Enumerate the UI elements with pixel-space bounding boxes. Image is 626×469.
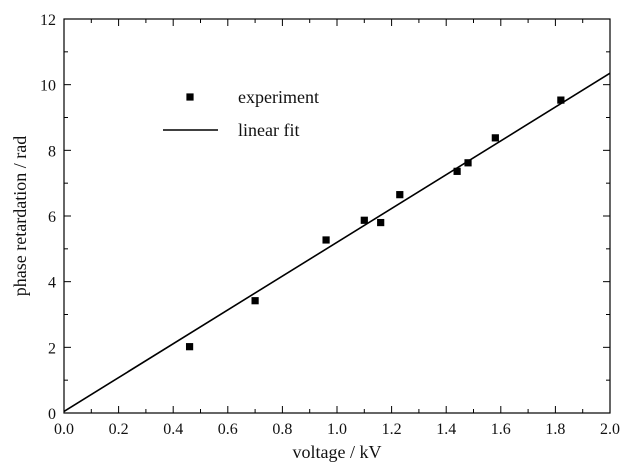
y-tick-label: 6 — [48, 209, 56, 226]
experiment-point — [360, 216, 368, 224]
plot-series — [63, 72, 611, 413]
x-tick-label: 1.4 — [436, 421, 456, 438]
x-tick-label: 1.0 — [327, 421, 347, 438]
x-tick-label: 0.6 — [218, 421, 238, 438]
x-tick-label: 0.2 — [109, 421, 129, 438]
linear-fit-line — [63, 72, 611, 413]
x-tick-label: 0.4 — [163, 421, 183, 438]
legend: experiment linear fit — [163, 87, 319, 140]
x-tick-label: 1.6 — [491, 421, 511, 438]
x-tick-label: 0.8 — [272, 421, 292, 438]
y-tick-label: 0 — [48, 406, 56, 423]
experiment-point — [251, 297, 259, 305]
axes — [63, 18, 611, 414]
x-tick-label: 0.0 — [54, 421, 74, 438]
x-tick-label: 1.8 — [545, 421, 565, 438]
experiment-point — [557, 96, 565, 104]
legend-marker-experiment — [186, 93, 194, 101]
experiment-point — [396, 191, 404, 199]
plot-frame — [63, 18, 611, 414]
y-tick-label: 2 — [48, 340, 56, 357]
experiment-point — [377, 218, 385, 227]
y-tick-label: 12 — [40, 12, 56, 29]
y-axis-label: phase retardation / rad — [10, 136, 30, 296]
experiment-point — [464, 159, 472, 167]
ticks: 0.0 0.2 0.4 0.6 0.8 1.0 1.2 1.4 1.6 1.8 2.0 0 2 4 6 8 10… — [40, 12, 620, 438]
y-tick-label: 8 — [48, 143, 56, 160]
experiment-point — [322, 236, 330, 244]
experiment-point — [491, 134, 499, 142]
legend-label-experiment: experiment — [238, 87, 319, 107]
x-axis-label: voltage / kV — [293, 442, 382, 462]
experiment-point — [453, 167, 461, 175]
x-tick-label: 2.0 — [600, 421, 620, 438]
y-tick-label: 10 — [40, 78, 56, 95]
legend-label-fit: linear fit — [238, 120, 299, 140]
y-tick-label: 4 — [48, 275, 56, 292]
x-tick-label: 1.2 — [382, 421, 402, 438]
experiment-point — [185, 343, 194, 351]
